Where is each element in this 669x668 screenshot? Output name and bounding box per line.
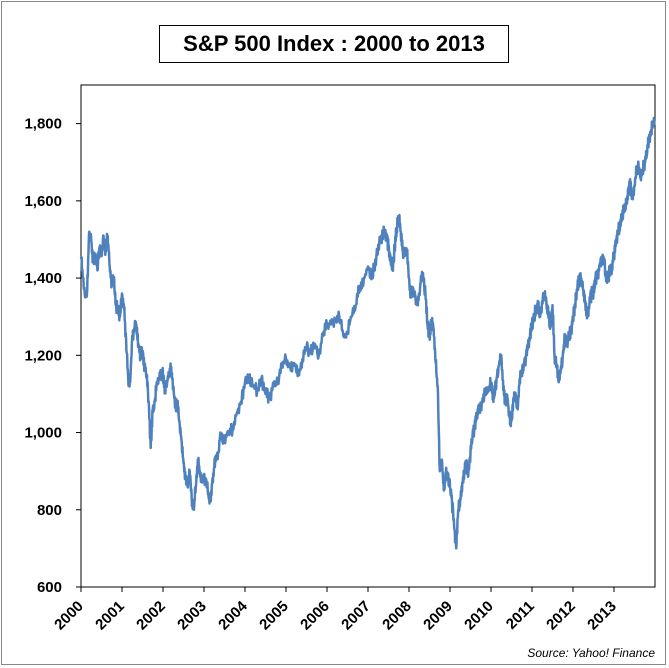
- x-tick-label: 2008: [379, 598, 415, 634]
- y-tick-label: 1,800: [24, 116, 62, 133]
- x-tick-label: 2009: [420, 598, 456, 634]
- x-tick-label: 2012: [543, 598, 579, 634]
- x-tick-label: 2006: [297, 598, 333, 634]
- y-tick-label: 1,000: [24, 425, 62, 442]
- x-tick-label: 2003: [174, 598, 210, 634]
- y-tick-label: 800: [37, 502, 62, 519]
- x-tick-label: 2007: [338, 598, 374, 634]
- series-line: [79, 116, 656, 550]
- x-axis: 2000 2001 2002 2003 2004 2005 2006 2007 2008 2009…: [51, 587, 620, 633]
- x-tick-label: 2005: [256, 598, 292, 634]
- x-tick-label: 2000: [51, 598, 87, 634]
- x-tick-label: 2002: [133, 598, 169, 634]
- x-tick-label: 2001: [92, 598, 128, 634]
- source-note: Source: Yahoo! Finance: [527, 646, 655, 660]
- x-tick-label: 2010: [461, 598, 497, 634]
- chart-title: S&P 500 Index : 2000 to 2013: [183, 31, 485, 56]
- y-axis: 600 800 1,000 1,200 1,400 1,600 1,800: [24, 116, 81, 596]
- title-box: S&P 500 Index : 2000 to 2013: [159, 25, 509, 63]
- y-tick-label: 600: [37, 579, 62, 596]
- y-tick-label: 1,200: [24, 347, 62, 364]
- y-tick-label: 1,600: [24, 193, 62, 210]
- y-tick-label: 1,400: [24, 270, 62, 287]
- x-tick-label: 2011: [503, 598, 538, 633]
- x-tick-label: 2004: [215, 597, 251, 633]
- x-tick-label: 2013: [584, 598, 620, 634]
